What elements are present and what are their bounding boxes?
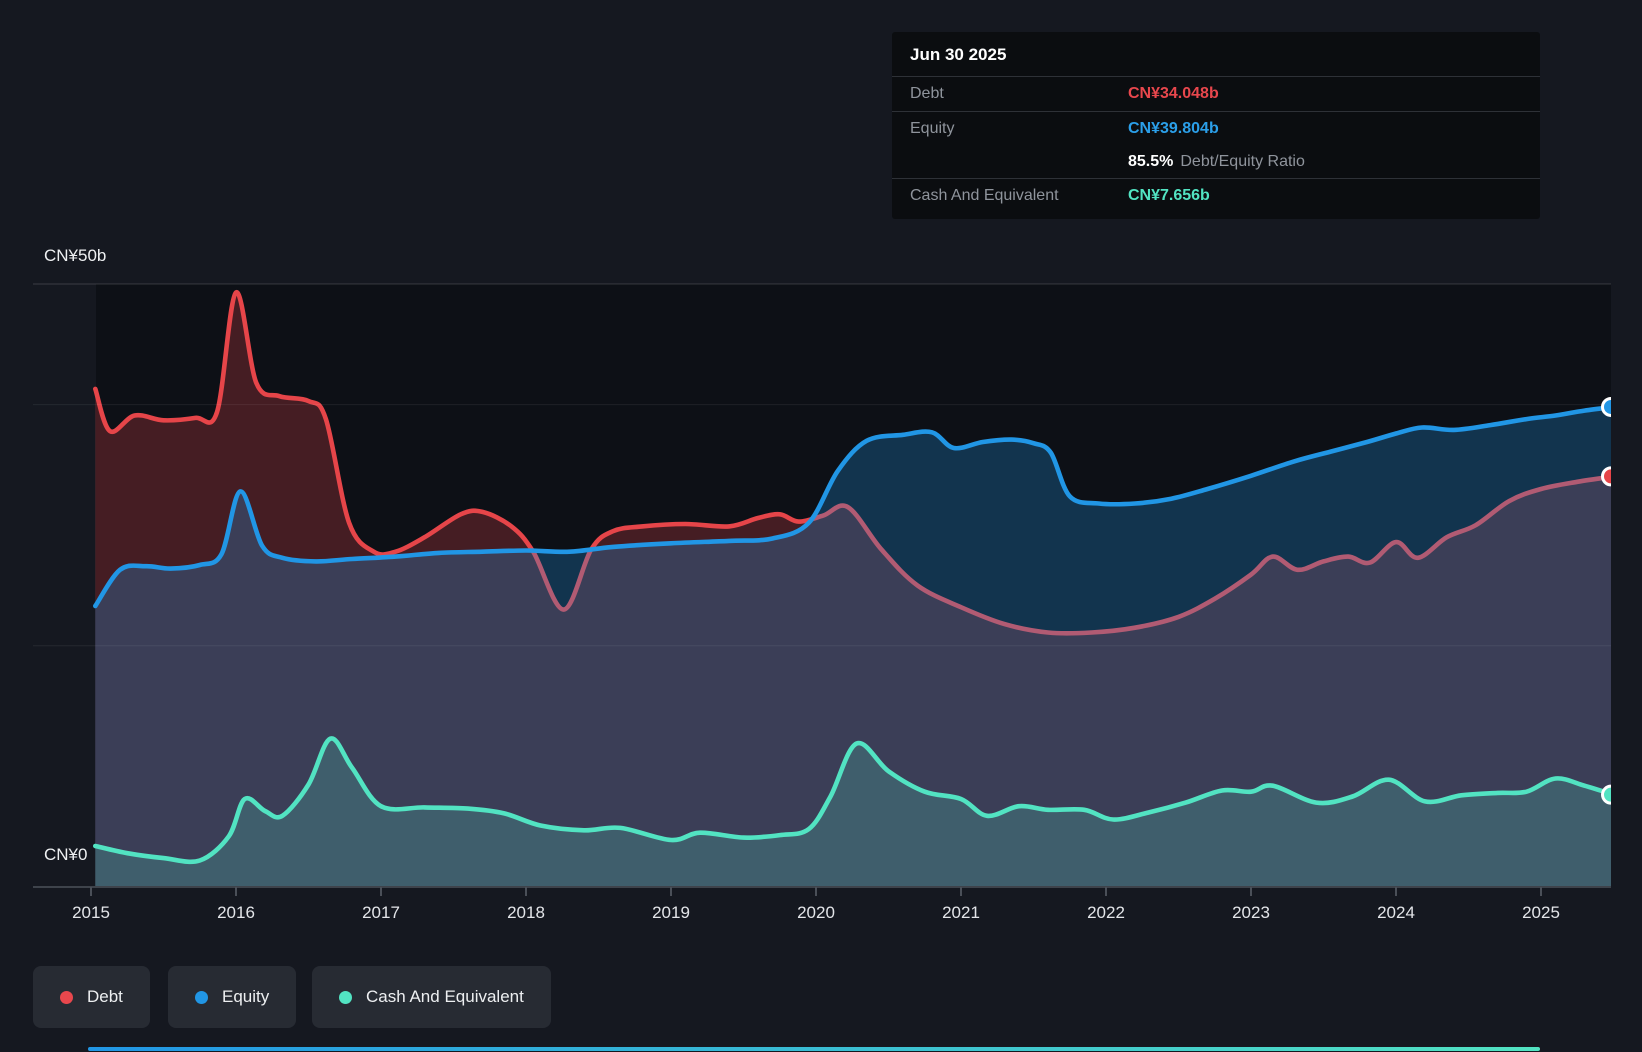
x-axis-year-label: 2025 xyxy=(1522,903,1560,922)
x-axis-year-label: 2023 xyxy=(1232,903,1270,922)
x-axis-year-label: 2021 xyxy=(942,903,980,922)
tooltip-date: Jun 30 2025 xyxy=(910,45,1007,64)
tooltip-row-equity: Equity CN¥39.804b xyxy=(892,111,1540,146)
timeline-gradient-bar xyxy=(88,1047,1540,1051)
plot-background xyxy=(96,284,1611,887)
debt-dot-icon xyxy=(60,990,73,1004)
cash-dot-icon xyxy=(339,990,352,1004)
series-end-markers xyxy=(1601,396,1611,805)
series-cash-line xyxy=(93,736,1611,865)
tooltip-equity-value: CN¥39.804b xyxy=(1128,120,1219,137)
series-equity-area xyxy=(95,407,1611,887)
equity-dot-icon xyxy=(195,990,208,1004)
series-debt-area xyxy=(95,292,1611,887)
legend-equity-label: Equity xyxy=(222,987,270,1006)
x-axis-year-label: 2018 xyxy=(507,903,545,922)
tooltip-row-cash: Cash And Equivalent CN¥7.656b xyxy=(892,178,1540,213)
tooltip: Jun 30 2025 Debt CN¥34.048b Equity CN¥39… xyxy=(892,32,1540,219)
legend-debt-label: Debt xyxy=(87,987,123,1006)
legend-cash-label: Cash And Equivalent xyxy=(366,987,524,1006)
x-axis: 2015 2016 2017 2018 2019 2020 2021 2022 2023 2024… xyxy=(33,886,1611,922)
gridlines xyxy=(33,283,1611,647)
series-equity-line xyxy=(93,404,1611,609)
x-axis-year-label: 2024 xyxy=(1377,903,1415,922)
series-cash-area xyxy=(95,738,1611,887)
tooltip-row-debt: Debt CN¥34.048b xyxy=(892,76,1540,111)
x-axis-year-label: 2016 xyxy=(217,903,255,922)
x-axis-year-label: 2015 xyxy=(72,903,110,922)
series-areas xyxy=(93,290,1611,887)
tooltip-ratio-value: 85.5% xyxy=(1128,153,1174,170)
legend-item-debt[interactable]: Debt xyxy=(33,966,150,1028)
x-axis-year-label: 2022 xyxy=(1087,903,1125,922)
x-axis-year-label: 2019 xyxy=(652,903,690,922)
y-axis-label-top: CN¥50b xyxy=(44,246,107,265)
legend-item-cash[interactable]: Cash And Equivalent xyxy=(312,966,551,1028)
tooltip-debt-value: CN¥34.048b xyxy=(1128,85,1219,102)
tooltip-row-ratio: 85.5% Debt/Equity Ratio xyxy=(892,146,1540,178)
x-axis-year-label: 2020 xyxy=(797,903,835,922)
tooltip-cash-label: Cash And Equivalent xyxy=(910,187,1059,204)
series-equity-end-marker xyxy=(1601,396,1611,417)
y-axis-label-zero: CN¥0 xyxy=(44,845,88,864)
series-debt-end-marker xyxy=(1601,466,1611,487)
tooltip-cash-value: CN¥7.656b xyxy=(1128,187,1210,204)
tooltip-equity-label: Equity xyxy=(910,120,955,137)
legend-item-equity[interactable]: Equity xyxy=(168,966,297,1028)
series-cash-end-marker xyxy=(1601,784,1611,805)
tooltip-debt-label: Debt xyxy=(910,85,944,102)
x-axis-year-label: 2017 xyxy=(362,903,400,922)
series-debt-line xyxy=(93,290,1611,636)
tooltip-ratio-label: Debt/Equity Ratio xyxy=(1180,153,1305,170)
chart-canvas[interactable]: 2015 2016 2017 2018 2019 2020 2021 2022 2023 2024… xyxy=(0,0,1642,930)
